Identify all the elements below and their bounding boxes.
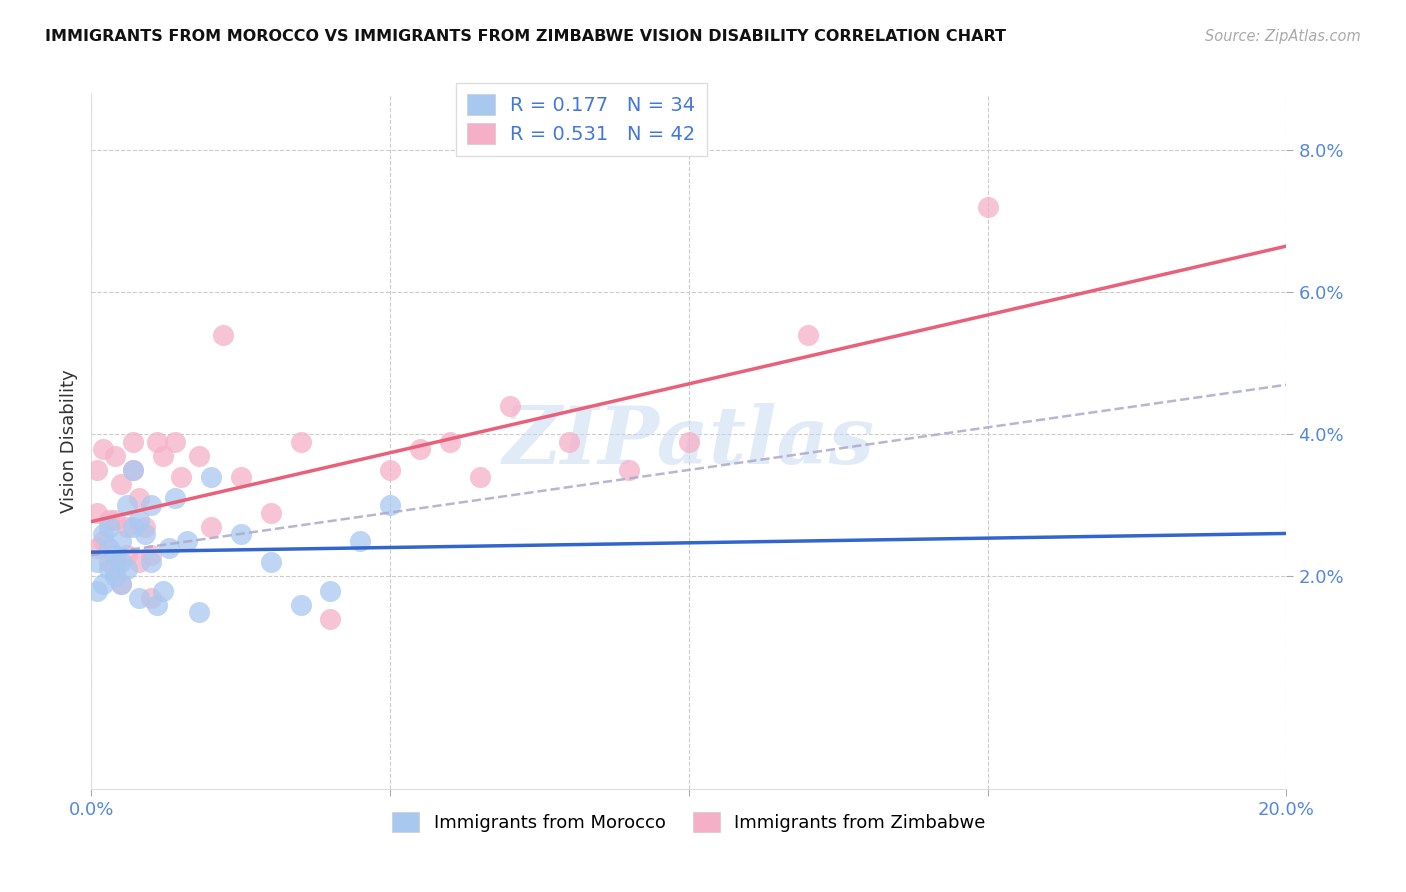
Point xyxy=(200,470,222,484)
Point xyxy=(104,513,127,527)
Point xyxy=(93,526,115,541)
Point xyxy=(128,591,150,605)
Point xyxy=(146,598,169,612)
Point xyxy=(104,569,127,583)
Point xyxy=(141,499,163,513)
Point xyxy=(499,399,522,413)
Point xyxy=(110,533,132,548)
Point xyxy=(98,513,121,527)
Point xyxy=(380,499,402,513)
Point xyxy=(104,562,127,576)
Point xyxy=(619,463,641,477)
Point xyxy=(200,520,222,534)
Point xyxy=(211,328,233,343)
Point xyxy=(104,548,127,562)
Legend: Immigrants from Morocco, Immigrants from Zimbabwe: Immigrants from Morocco, Immigrants from… xyxy=(385,805,993,839)
Point xyxy=(188,605,211,619)
Point xyxy=(229,470,252,484)
Point xyxy=(98,520,121,534)
Point xyxy=(976,200,998,214)
Point xyxy=(122,463,145,477)
Point xyxy=(86,555,108,569)
Point xyxy=(229,526,252,541)
Point xyxy=(134,526,156,541)
Point xyxy=(163,434,186,449)
Point xyxy=(110,555,132,569)
Point xyxy=(141,548,163,562)
Text: ZIPatlas: ZIPatlas xyxy=(503,403,875,480)
Point xyxy=(152,449,174,463)
Point xyxy=(86,463,108,477)
Point xyxy=(176,533,198,548)
Point xyxy=(86,583,108,598)
Point xyxy=(319,612,342,626)
Text: Source: ZipAtlas.com: Source: ZipAtlas.com xyxy=(1205,29,1361,44)
Point xyxy=(93,533,115,548)
Point xyxy=(409,442,432,456)
Point xyxy=(188,449,211,463)
Point xyxy=(468,470,491,484)
Point xyxy=(319,583,342,598)
Point xyxy=(558,434,581,449)
Point xyxy=(152,583,174,598)
Point xyxy=(122,520,145,534)
Text: IMMIGRANTS FROM MOROCCO VS IMMIGRANTS FROM ZIMBABWE VISION DISABILITY CORRELATIO: IMMIGRANTS FROM MOROCCO VS IMMIGRANTS FR… xyxy=(45,29,1005,44)
Point xyxy=(110,576,132,591)
Point xyxy=(98,562,121,576)
Point xyxy=(678,434,700,449)
Point xyxy=(259,506,281,520)
Point xyxy=(115,499,138,513)
Point xyxy=(797,328,820,343)
Point xyxy=(170,470,193,484)
Point xyxy=(141,555,163,569)
Point xyxy=(115,520,138,534)
Y-axis label: Vision Disability: Vision Disability xyxy=(59,369,77,514)
Point xyxy=(290,434,312,449)
Point xyxy=(134,520,156,534)
Point xyxy=(115,562,138,576)
Point xyxy=(98,555,121,569)
Point xyxy=(93,442,115,456)
Point xyxy=(122,463,145,477)
Point xyxy=(122,434,145,449)
Point xyxy=(110,576,132,591)
Point xyxy=(349,533,371,548)
Point xyxy=(157,541,180,555)
Point xyxy=(110,477,132,491)
Point xyxy=(98,541,121,555)
Point xyxy=(141,591,163,605)
Point xyxy=(290,598,312,612)
Point xyxy=(115,548,138,562)
Point xyxy=(86,541,108,555)
Point xyxy=(380,463,402,477)
Point xyxy=(128,513,150,527)
Point xyxy=(259,555,281,569)
Point xyxy=(93,576,115,591)
Point xyxy=(439,434,461,449)
Point xyxy=(104,449,127,463)
Point xyxy=(146,434,169,449)
Point xyxy=(163,491,186,506)
Point xyxy=(128,491,150,506)
Point xyxy=(86,506,108,520)
Point xyxy=(128,555,150,569)
